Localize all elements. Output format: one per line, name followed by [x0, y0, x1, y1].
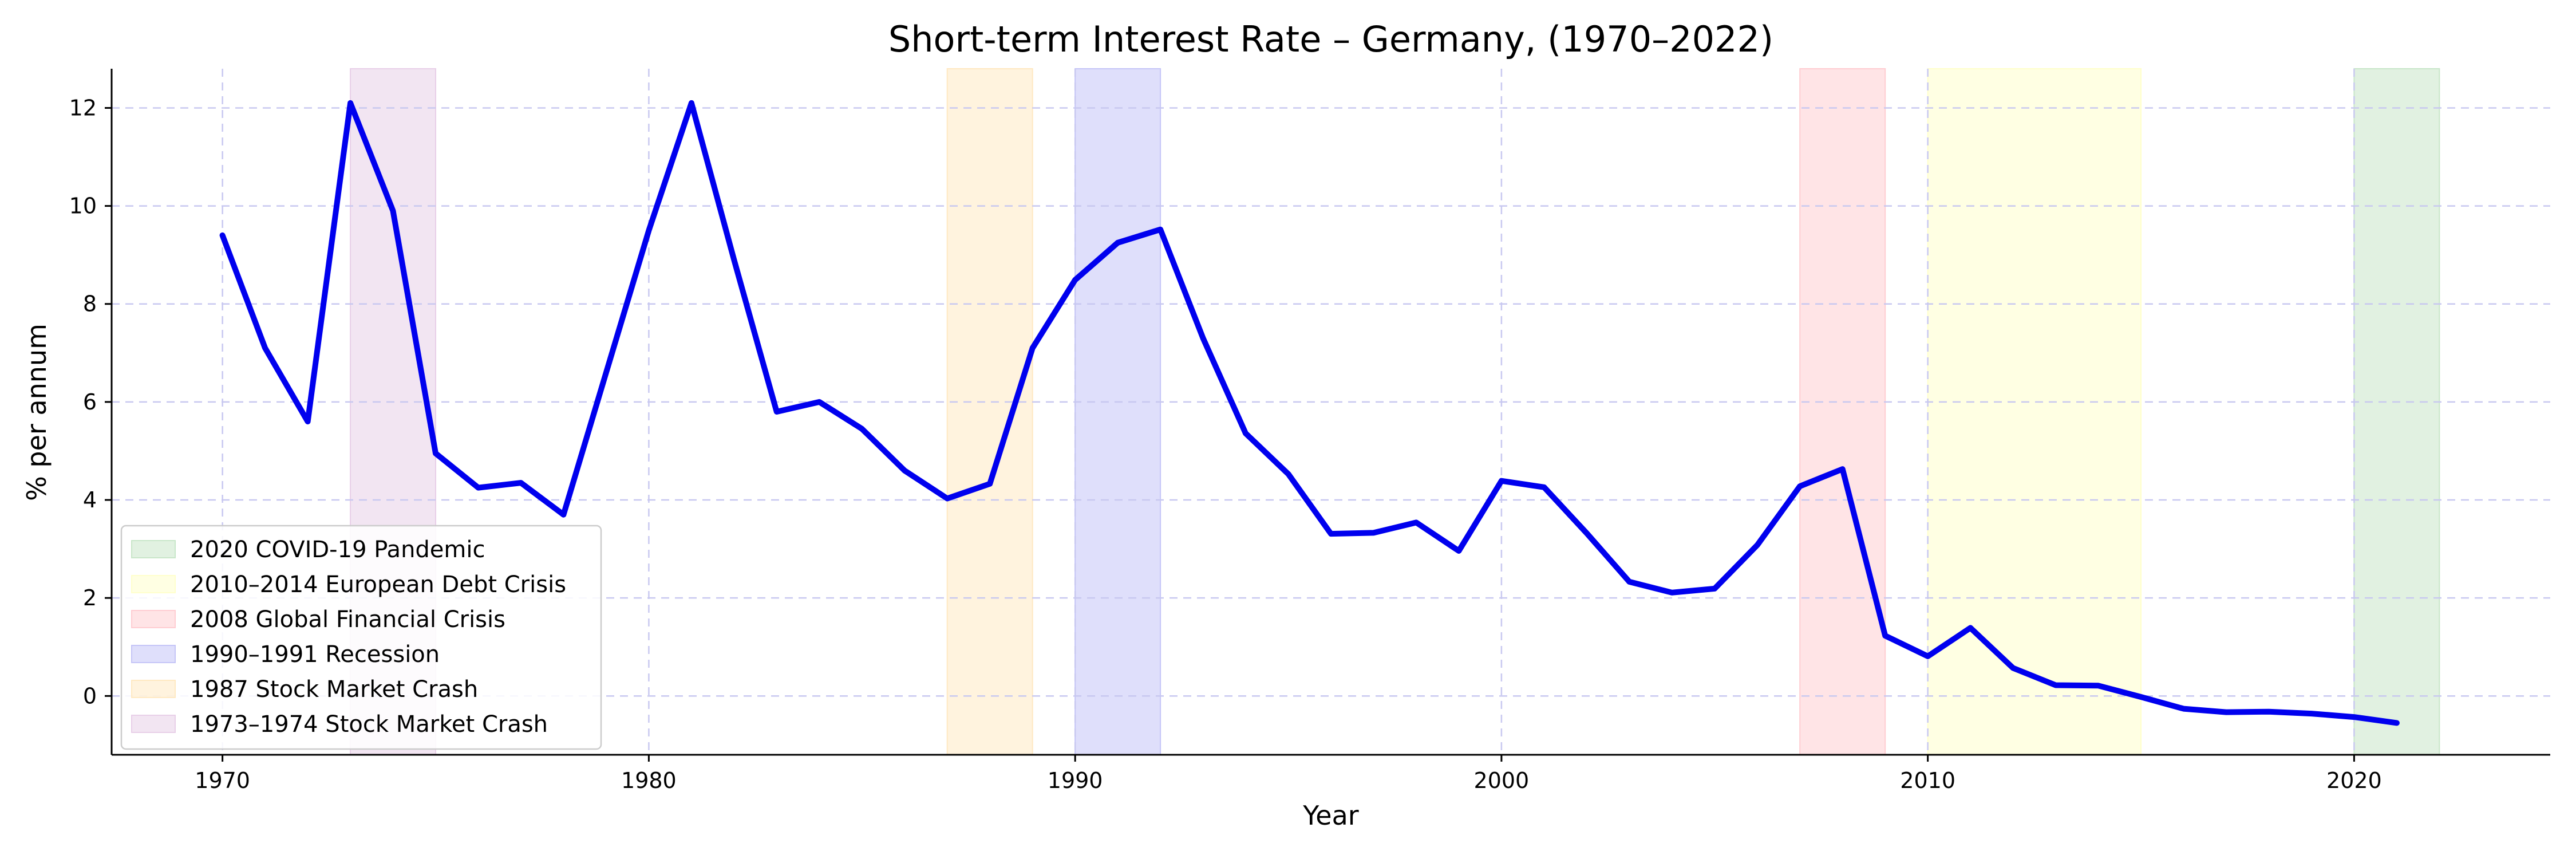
- x-ticks: 1970 1980 1990 2000 2010 2020: [195, 755, 2382, 793]
- y-tick-label: 4: [83, 487, 97, 513]
- shaded-period: [946, 68, 1033, 755]
- x-tick-label: 1990: [1048, 768, 1103, 793]
- y-tick-label: 0: [83, 683, 97, 708]
- y-tick-label: 8: [83, 291, 97, 317]
- x-tick-label: 2020: [2326, 768, 2382, 793]
- legend-swatch: [131, 610, 176, 628]
- shaded-period: [1927, 68, 2142, 755]
- legend-swatch: [131, 645, 176, 663]
- series-line: [219, 100, 2400, 726]
- series-lines: [219, 100, 2400, 726]
- legend-label: 2010–2014 European Debt Crisis: [190, 572, 566, 598]
- x-axis-label: Year: [1302, 800, 1358, 831]
- legend-label: 2008 Global Financial Crisis: [190, 606, 505, 633]
- y-axis-label: % per annum: [21, 324, 52, 501]
- legend: 2020 COVID-19 Pandemic 2010–2014 European…: [120, 525, 602, 750]
- legend-box: [120, 525, 602, 750]
- y-tick-label: 2: [83, 585, 97, 610]
- legend-label: 1990–1991 Recession: [190, 641, 440, 668]
- x-tick-label: 1980: [621, 768, 677, 793]
- x-tick-label: 2000: [1474, 768, 1530, 793]
- legend-label: 2020 COVID-19 Pandemic: [190, 537, 485, 563]
- y-tick-label: 6: [83, 389, 97, 415]
- y-tick-label: 12: [69, 95, 97, 120]
- shaded-periods: [350, 68, 2440, 755]
- shaded-period: [1799, 68, 1886, 755]
- y-tick-label: 10: [69, 194, 97, 219]
- legend-swatch: [131, 680, 176, 698]
- shaded-period: [2353, 68, 2440, 755]
- legend-label: 1987 Stock Market Crash: [190, 676, 478, 703]
- legend-label: 1973–1974 Stock Market Crash: [190, 711, 548, 738]
- x-tick-label: 1970: [195, 768, 250, 793]
- axes: [110, 69, 2550, 756]
- legend-swatch: [131, 540, 176, 558]
- chart-title: Short-term Interest Rate – Germany, (197…: [888, 18, 1773, 60]
- legend-swatch: [131, 575, 176, 593]
- x-tick-label: 2010: [1900, 768, 1955, 793]
- shaded-period: [1074, 68, 1161, 755]
- y-ticks: 0 2 4 6 8 10 12: [69, 95, 112, 708]
- legend-swatch: [131, 715, 176, 733]
